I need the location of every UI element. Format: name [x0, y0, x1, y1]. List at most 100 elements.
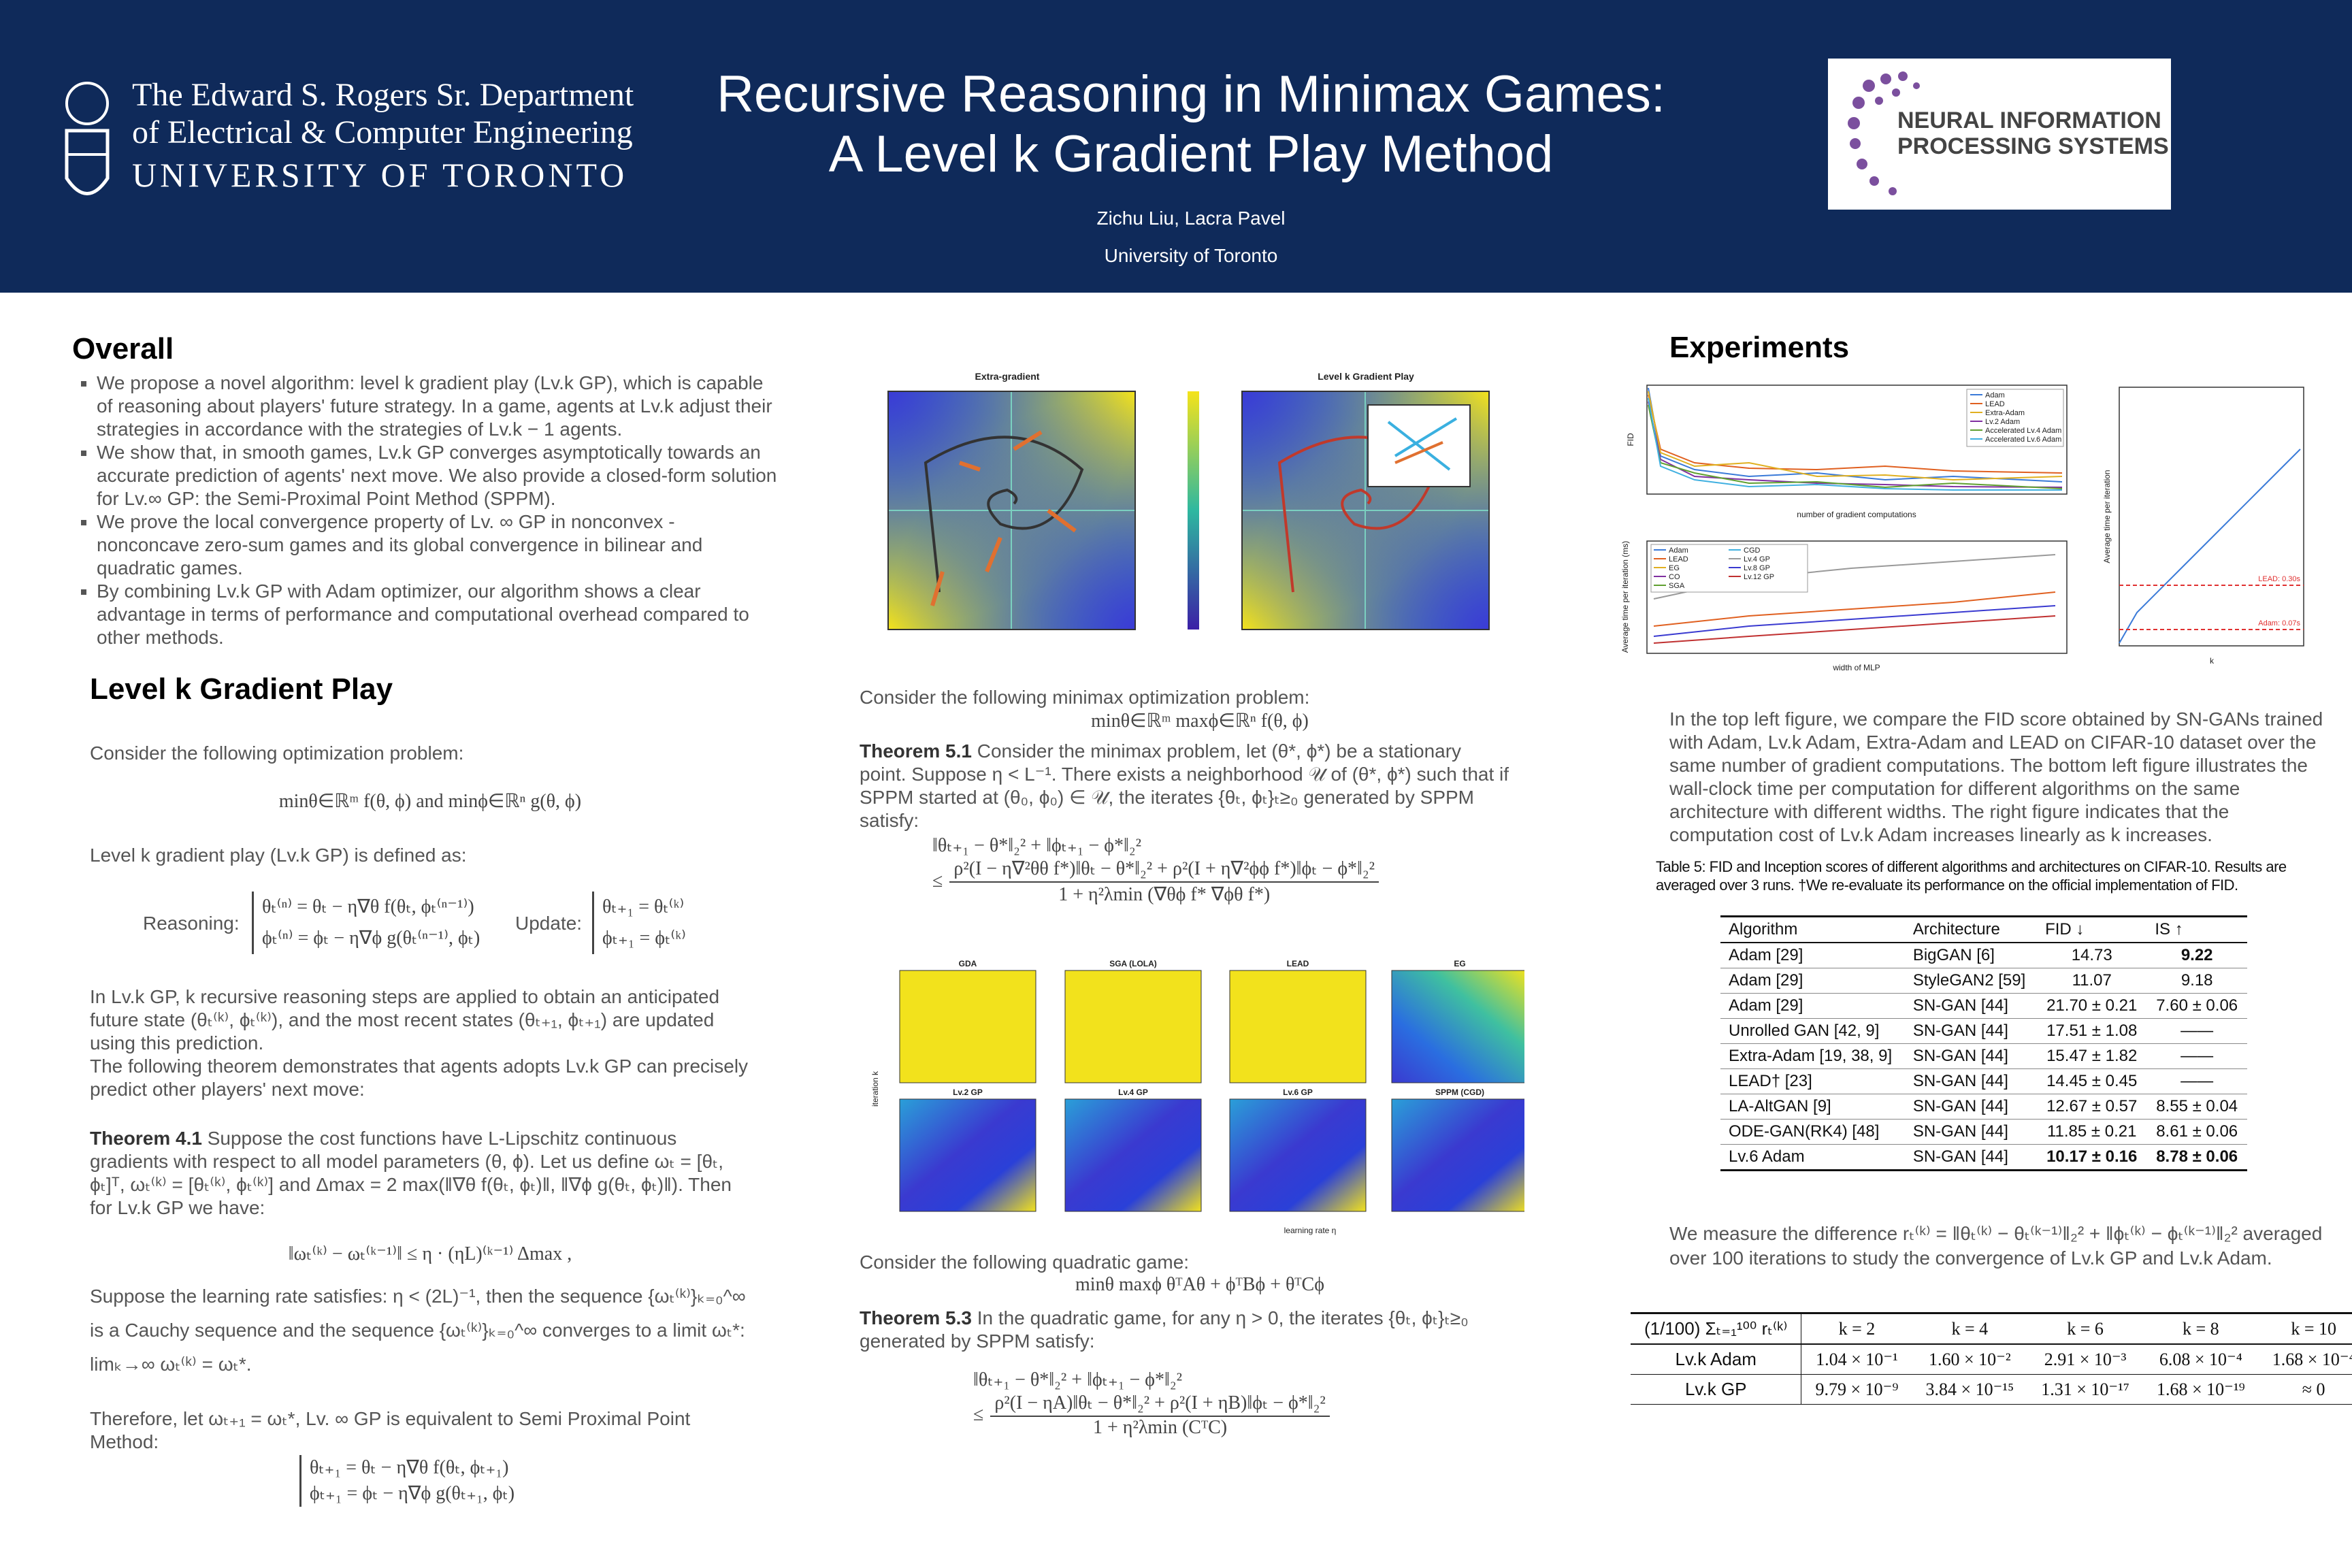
table-cell: 10.17 ± 0.16	[2037, 1144, 2147, 1171]
table-cell: Lv.k GP	[1631, 1374, 1802, 1405]
table-cell: 14.73	[2037, 943, 2147, 968]
fraction: ρ²(I − η∇²θθ f*)‖θₜ − θ*‖₂² + ρ²(I + η∇²…	[949, 857, 1379, 906]
legend-entry: Lv.8 GP	[1744, 564, 1770, 572]
table-cell: 8.78 ± 0.06	[2146, 1144, 2247, 1171]
theorem-label: Theorem 5.1	[860, 740, 972, 762]
paragraph: Therefore, let ωₜ₊₁ = ωₜ*, Lv. ∞ GP is e…	[90, 1408, 691, 1452]
equation: ‖ωₜ⁽ᵏ⁾ − ωₜ⁽ᵏ⁻¹⁾‖ ≤ η · (ηL)⁽ᵏ⁻¹⁾ Δmax ,	[288, 1243, 572, 1264]
heatmap-title: EG	[1454, 959, 1465, 968]
table-cell: 14.45 ± 0.45	[2037, 1068, 2147, 1094]
theorem: Theorem 5.1 Consider the minimax problem…	[860, 740, 1513, 832]
title: A Level k Gradient Play Method	[828, 125, 1554, 183]
theorem-text: In the quadratic game, for any η > 0, th…	[860, 1307, 1469, 1352]
heatmap-title: Lv.4 GP	[1118, 1088, 1148, 1097]
annotation: Adam: 0.07s	[2258, 619, 2300, 627]
equation: θₜ₊₁ = θₜ − η∇θ f(θₜ, ϕₜ₊₁)	[310, 1457, 509, 1478]
legend-entry: Lv.12 GP	[1744, 573, 1774, 581]
theorem: Theorem 4.1 Suppose the cost functions h…	[90, 1127, 743, 1220]
table-header-cell: k = 4	[1912, 1312, 2028, 1345]
annotation: LEAD: 0.30s	[2258, 575, 2300, 583]
table-cell: 1.31 × 10⁻¹⁷	[2027, 1374, 2143, 1405]
table-header-cell: Architecture	[1904, 915, 2038, 943]
bound: ‖θₜ₊₁ − θ*‖₂² + ‖ϕₜ₊₁ − ϕ*‖₂² ≤ ρ²(I − ηA)…	[973, 1368, 1330, 1439]
university: UNIVERSITY OF TORONTO	[132, 156, 628, 194]
table-cell: 17.51 ± 1.08	[2037, 1018, 2147, 1044]
equation: θₜ₊₁ = θₜ⁽ᵏ⁾	[602, 896, 685, 917]
equation: ϕₜ₊₁ = ϕₜ − η∇ϕ g(θₜ₊₁, ϕₜ)	[310, 1483, 515, 1504]
table-cell: LA-AltGAN [9]	[1720, 1094, 1905, 1120]
table-header-cell: k = 6	[2027, 1312, 2143, 1345]
heatmap	[1391, 1098, 1524, 1212]
table-header-cell: FID ↓	[2037, 915, 2147, 943]
legend-entry: Adam	[1985, 391, 2005, 399]
axis-label: k	[2210, 656, 2215, 666]
paragraph: In the top left figure, we compare the F…	[1669, 708, 2323, 845]
table-cell: LEAD† [23]	[1720, 1068, 1905, 1094]
table-cell: BigGAN [6]	[1904, 943, 2038, 968]
table-row: ODE-GAN(RK4) [48] SN-GAN [44] 11.85 ± 0.21…	[1720, 1119, 2247, 1145]
section-heading: Level k Gradient Play	[90, 672, 393, 706]
table-cell: 9.22	[2146, 943, 2247, 968]
table-cell: SN-GAN [44]	[1904, 1119, 2038, 1145]
contour-figure: Extra-gradient Level k Gradient Play	[887, 371, 1490, 630]
table-cell: 2.91 × 10⁻³	[2027, 1344, 2143, 1375]
table-header-row: Algorithm Architecture FID ↓ IS ↑	[1720, 915, 2247, 943]
equation: minθ∈ℝᵐ f(θ, ϕ) and minϕ∈ℝⁿ g(θ, ϕ)	[278, 791, 582, 812]
table-cell: Lv.6 Adam	[1720, 1144, 1905, 1171]
axis-label: iteration k	[870, 1071, 880, 1107]
table-cell: 11.85 ± 0.21	[2037, 1119, 2147, 1145]
denominator: 1 + η²λmin (∇θϕ f* ∇ϕθ f*)	[1058, 884, 1271, 905]
table-cell: 9.18	[2146, 968, 2247, 994]
bound-lhs: ‖θₜ₊₁ − θ*‖₂² + ‖ϕₜ₊₁ − ϕ*‖₂²	[973, 1369, 1183, 1390]
axis-label: FID	[1626, 433, 1635, 446]
table-header-cell: k = 8	[2142, 1312, 2259, 1345]
table-cell: 3.84 × 10⁻¹⁵	[1912, 1374, 2028, 1405]
table-cell: Extra-Adam [19, 38, 9]	[1720, 1043, 1905, 1069]
table-cell: 1.04 × 10⁻¹	[1801, 1344, 1912, 1375]
affiliation: University of Toronto	[1104, 245, 1278, 266]
table-header-cell: k = 10	[2258, 1312, 2352, 1345]
figure-title: Extra-gradient	[975, 371, 1040, 382]
bound-relation: ≤	[932, 870, 943, 892]
theorem-text: Consider the minimax problem, let (θ*, ϕ…	[860, 740, 1509, 831]
table-row: Lv.6 Adam SN-GAN [44] 10.17 ± 0.16 8.78 ± 0…	[1720, 1144, 2247, 1171]
heatmap	[1064, 970, 1202, 1083]
equation: ϕₜ₊₁ = ϕₜ⁽ᵏ⁾	[602, 928, 686, 949]
bullets: We propose a novel algorithm: level k gr…	[72, 372, 780, 649]
legend-entry: Lv.2 Adam	[1985, 418, 2020, 426]
heatmap-title: GDA	[959, 959, 977, 968]
logo-dots	[1848, 71, 1920, 195]
table-header-cell: Algorithm	[1720, 915, 1905, 943]
table-row: Extra-Adam [19, 38, 9] SN-GAN [44] 15.47 ±…	[1720, 1043, 2247, 1069]
theorem-label: Theorem 5.3	[860, 1307, 972, 1328]
bullet-list: We propose a novel algorithm: level k gr…	[72, 372, 780, 649]
table-cell: SN-GAN [44]	[1904, 1144, 2038, 1171]
equation: θₜ⁽ⁿ⁾ = θₜ − η∇θ f(θₜ, ϕₜ⁽ⁿ⁻¹⁾)	[262, 896, 474, 917]
section-heading: Overall	[72, 332, 174, 365]
table-cell: 1.68 × 10⁻⁴	[2258, 1344, 2352, 1375]
equation: minθ∈ℝᵐ maxϕ∈ℝⁿ f(θ, ϕ)	[1091, 710, 1309, 732]
legend-entry: LEAD	[1669, 555, 1688, 564]
heatmap-title: Lv.2 GP	[953, 1088, 983, 1097]
table-caption: Table 5: FID and Inception scores of dif…	[1656, 858, 2287, 894]
table-cell: SN-GAN [44]	[1904, 993, 2038, 1019]
numerator: ρ²(I − η∇²θθ f*)‖θₜ − θ*‖₂² + ρ²(I + η∇²…	[949, 857, 1379, 883]
figure-title: Level k Gradient Play	[1318, 371, 1414, 382]
equation-block: θₜ₊₁ = θₜ − η∇θ f(θₜ, ϕₜ₊₁) ϕₜ₊₁ = ϕₜ − …	[299, 1455, 514, 1507]
bound-row: ≤ ρ²(I − ηA)‖θₜ − θ*‖₂² + ρ²(I + ηB)‖ϕₜ −…	[973, 1391, 1330, 1439]
table-cell: ≈ 0	[2258, 1374, 2352, 1405]
theorem-label: Theorem 4.1	[90, 1128, 202, 1149]
paragraph: Suppose the learning rate satisfies: η <…	[90, 1286, 746, 1375]
bound-lhs: ‖θₜ₊₁ − θ*‖₂² + ‖ϕₜ₊₁ − ϕ*‖₂²	[932, 835, 1142, 856]
axis-label: Average time per iteration (ms)	[1620, 541, 1630, 653]
table-row: Lv.k GP 9.79 × 10⁻⁹ 3.84 × 10⁻¹⁵ 1.31 × 10⁻…	[1631, 1374, 2352, 1405]
paragraph: The following theorem demonstrates that …	[90, 1056, 749, 1100]
table-cell: Unrolled GAN [42, 9]	[1720, 1018, 1905, 1044]
heatmap-grid: GDA SGA (LOLA) LEAD EG Lv.2 GP Lv.4 GP Lv.6 GP…	[870, 959, 1524, 1235]
results-table: Algorithm Architecture FID ↓ IS ↑ Adam [29] B…	[1720, 915, 2247, 1171]
table-cell: SN-GAN [44]	[1904, 1094, 2038, 1120]
label: Reasoning:	[143, 913, 240, 934]
table-header-cell: (1/100) Σₜ₌₁¹⁰⁰ rₜ⁽ᵏ⁾	[1631, 1312, 1802, 1345]
